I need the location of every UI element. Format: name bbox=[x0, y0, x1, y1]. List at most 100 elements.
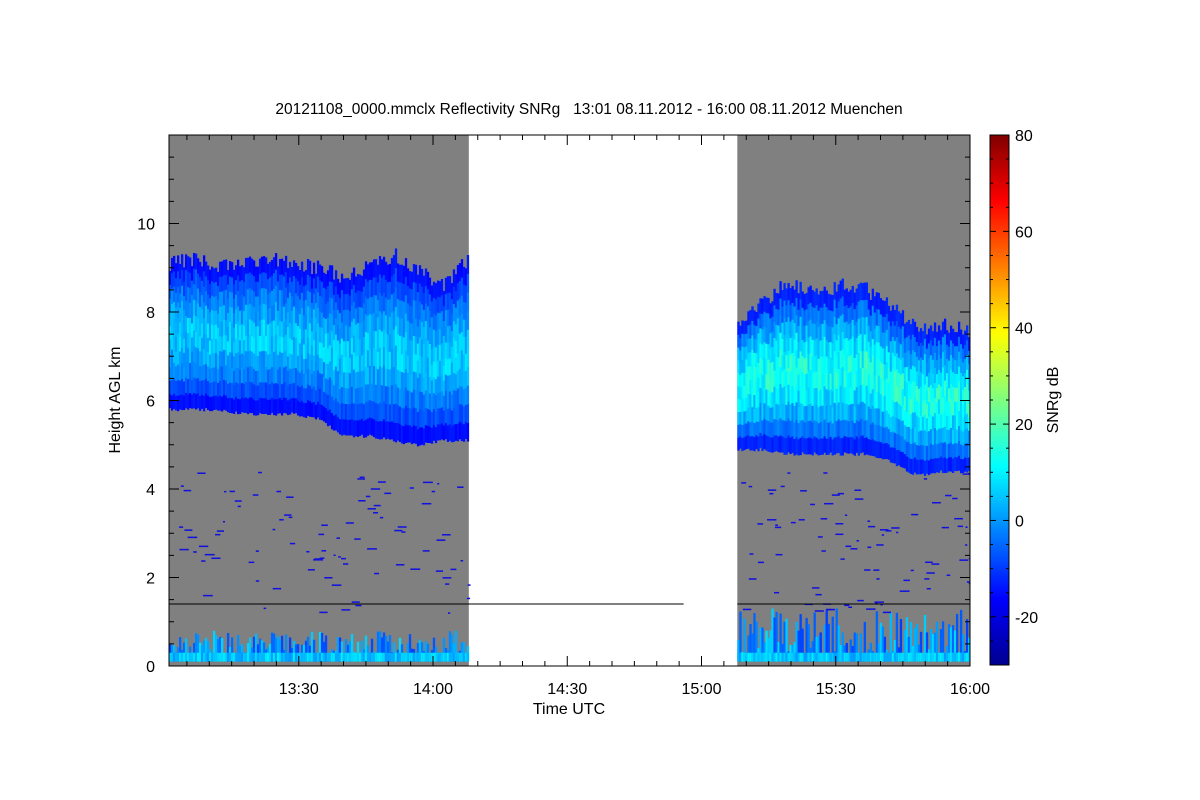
cloud-echo-cell bbox=[304, 284, 308, 300]
near-ground-echo bbox=[456, 652, 460, 662]
cloud-echo-cell bbox=[819, 438, 822, 455]
cloud-echo-cell bbox=[929, 369, 933, 385]
cloud-echo-cell bbox=[288, 277, 292, 293]
cloud-echo-cell bbox=[416, 428, 420, 447]
near-ground-echo bbox=[384, 652, 388, 662]
cloud-echo-cell bbox=[957, 321, 961, 337]
weak-echo-speck bbox=[741, 482, 747, 484]
cloud-echo-cell bbox=[745, 359, 748, 373]
cloud-echo-cell bbox=[304, 373, 308, 389]
cloud-echo-cell bbox=[350, 386, 354, 404]
cloud-echo-cell bbox=[807, 320, 810, 338]
cloud-echo-cell bbox=[450, 346, 454, 363]
cloud-echo-cell bbox=[747, 325, 750, 340]
cloud-echo-cell bbox=[446, 375, 450, 393]
near-ground-echo bbox=[338, 652, 342, 662]
cloud-echo-cell bbox=[432, 345, 436, 362]
cloud-echo-cell bbox=[837, 318, 840, 336]
low-level-echo bbox=[855, 633, 858, 662]
cloud-echo-cell bbox=[450, 426, 454, 443]
cloud-echo-cell bbox=[827, 325, 830, 343]
weak-echo-speck bbox=[757, 523, 764, 525]
cloud-echo-cell bbox=[901, 404, 905, 421]
cloud-echo-cell bbox=[793, 289, 796, 307]
cloud-echo-cell bbox=[745, 397, 748, 411]
cloud-echo-cell bbox=[887, 351, 891, 368]
cloud-echo-cell bbox=[901, 451, 905, 468]
cloud-echo-cell bbox=[803, 437, 806, 455]
cloud-echo-cell bbox=[204, 290, 208, 306]
cloud-echo-cell bbox=[240, 265, 244, 281]
cloud-echo-cell bbox=[819, 340, 822, 357]
cloud-echo-cell bbox=[314, 404, 318, 420]
cloud-echo-cell bbox=[330, 330, 334, 348]
cloud-echo-cell bbox=[184, 392, 188, 409]
near-ground-echo bbox=[803, 652, 806, 662]
cloud-echo-cell bbox=[891, 431, 895, 448]
cloud-echo-cell bbox=[821, 421, 824, 439]
cloud-echo-cell bbox=[188, 377, 192, 394]
cloud-echo-cell bbox=[244, 335, 248, 352]
cloud-echo-cell bbox=[743, 321, 746, 335]
near-ground-echo bbox=[418, 652, 422, 662]
cloud-echo-cell bbox=[432, 376, 436, 394]
cloud-echo-cell bbox=[903, 424, 907, 440]
cloud-echo-cell bbox=[274, 317, 278, 335]
cloud-echo-cell bbox=[745, 384, 748, 398]
cloud-echo-cell bbox=[440, 423, 444, 440]
cloud-echo-cell bbox=[300, 261, 304, 278]
cloud-echo-cell bbox=[823, 303, 826, 321]
cloud-echo-cell bbox=[921, 345, 925, 360]
near-ground-echo bbox=[216, 652, 220, 662]
cloud-echo-cell bbox=[208, 283, 212, 299]
weak-echo-speck bbox=[821, 550, 826, 552]
cloud-echo-cell bbox=[294, 382, 298, 399]
cloud-echo-cell bbox=[174, 336, 178, 352]
cloud-echo-cell bbox=[296, 355, 300, 371]
weak-echo-speck bbox=[925, 561, 933, 564]
cloud-echo-cell bbox=[454, 373, 458, 391]
cloud-echo-cell bbox=[827, 406, 830, 423]
near-ground-echo bbox=[234, 652, 238, 662]
cloud-echo-cell bbox=[464, 336, 468, 354]
cloud-echo-cell bbox=[364, 366, 368, 385]
cloud-echo-cell bbox=[875, 358, 879, 376]
cloud-echo-cell bbox=[192, 315, 196, 331]
weak-echo-speck bbox=[969, 548, 970, 550]
cloud-echo-cell bbox=[228, 367, 232, 383]
cloud-echo-cell bbox=[324, 378, 328, 394]
cloud-echo-cell bbox=[871, 355, 875, 373]
cloud-echo-cell bbox=[753, 366, 756, 381]
low-level-echo bbox=[292, 640, 296, 662]
cloud-echo-cell bbox=[198, 291, 202, 307]
cloud-echo-cell bbox=[889, 416, 893, 433]
near-ground-echo bbox=[372, 652, 376, 662]
cloud-echo-cell bbox=[823, 386, 826, 404]
weak-echo-speck bbox=[957, 525, 964, 528]
cloud-echo-cell bbox=[180, 254, 184, 271]
cloud-echo-cell bbox=[807, 420, 810, 438]
cloud-echo-cell bbox=[432, 361, 436, 378]
cloud-echo-cell bbox=[410, 306, 414, 324]
cloud-echo-cell bbox=[204, 349, 208, 365]
cloud-echo-cell bbox=[176, 255, 180, 272]
cloud-echo-cell bbox=[210, 295, 214, 311]
cloud-echo-cell bbox=[452, 321, 456, 339]
cloud-echo-cell bbox=[895, 336, 899, 354]
cloud-echo-cell bbox=[847, 356, 850, 373]
cloud-echo-cell bbox=[290, 354, 294, 369]
cloud-echo-cell bbox=[931, 416, 935, 431]
cloud-echo-cell bbox=[905, 366, 909, 383]
cloud-echo-cell bbox=[897, 372, 901, 389]
cloud-echo-cell bbox=[436, 408, 440, 425]
cloud-echo-cell bbox=[849, 404, 852, 421]
weak-echo-speck bbox=[466, 597, 471, 600]
cloud-echo-cell bbox=[194, 253, 198, 270]
cloud-echo-cell bbox=[236, 367, 240, 384]
cloud-echo-cell bbox=[316, 354, 320, 371]
cloud-echo-cell bbox=[879, 441, 883, 459]
cloud-echo-cell bbox=[230, 367, 234, 384]
cloud-echo-cell bbox=[200, 280, 204, 296]
cloud-echo-cell bbox=[939, 386, 943, 401]
cloud-echo-cell bbox=[330, 396, 334, 413]
